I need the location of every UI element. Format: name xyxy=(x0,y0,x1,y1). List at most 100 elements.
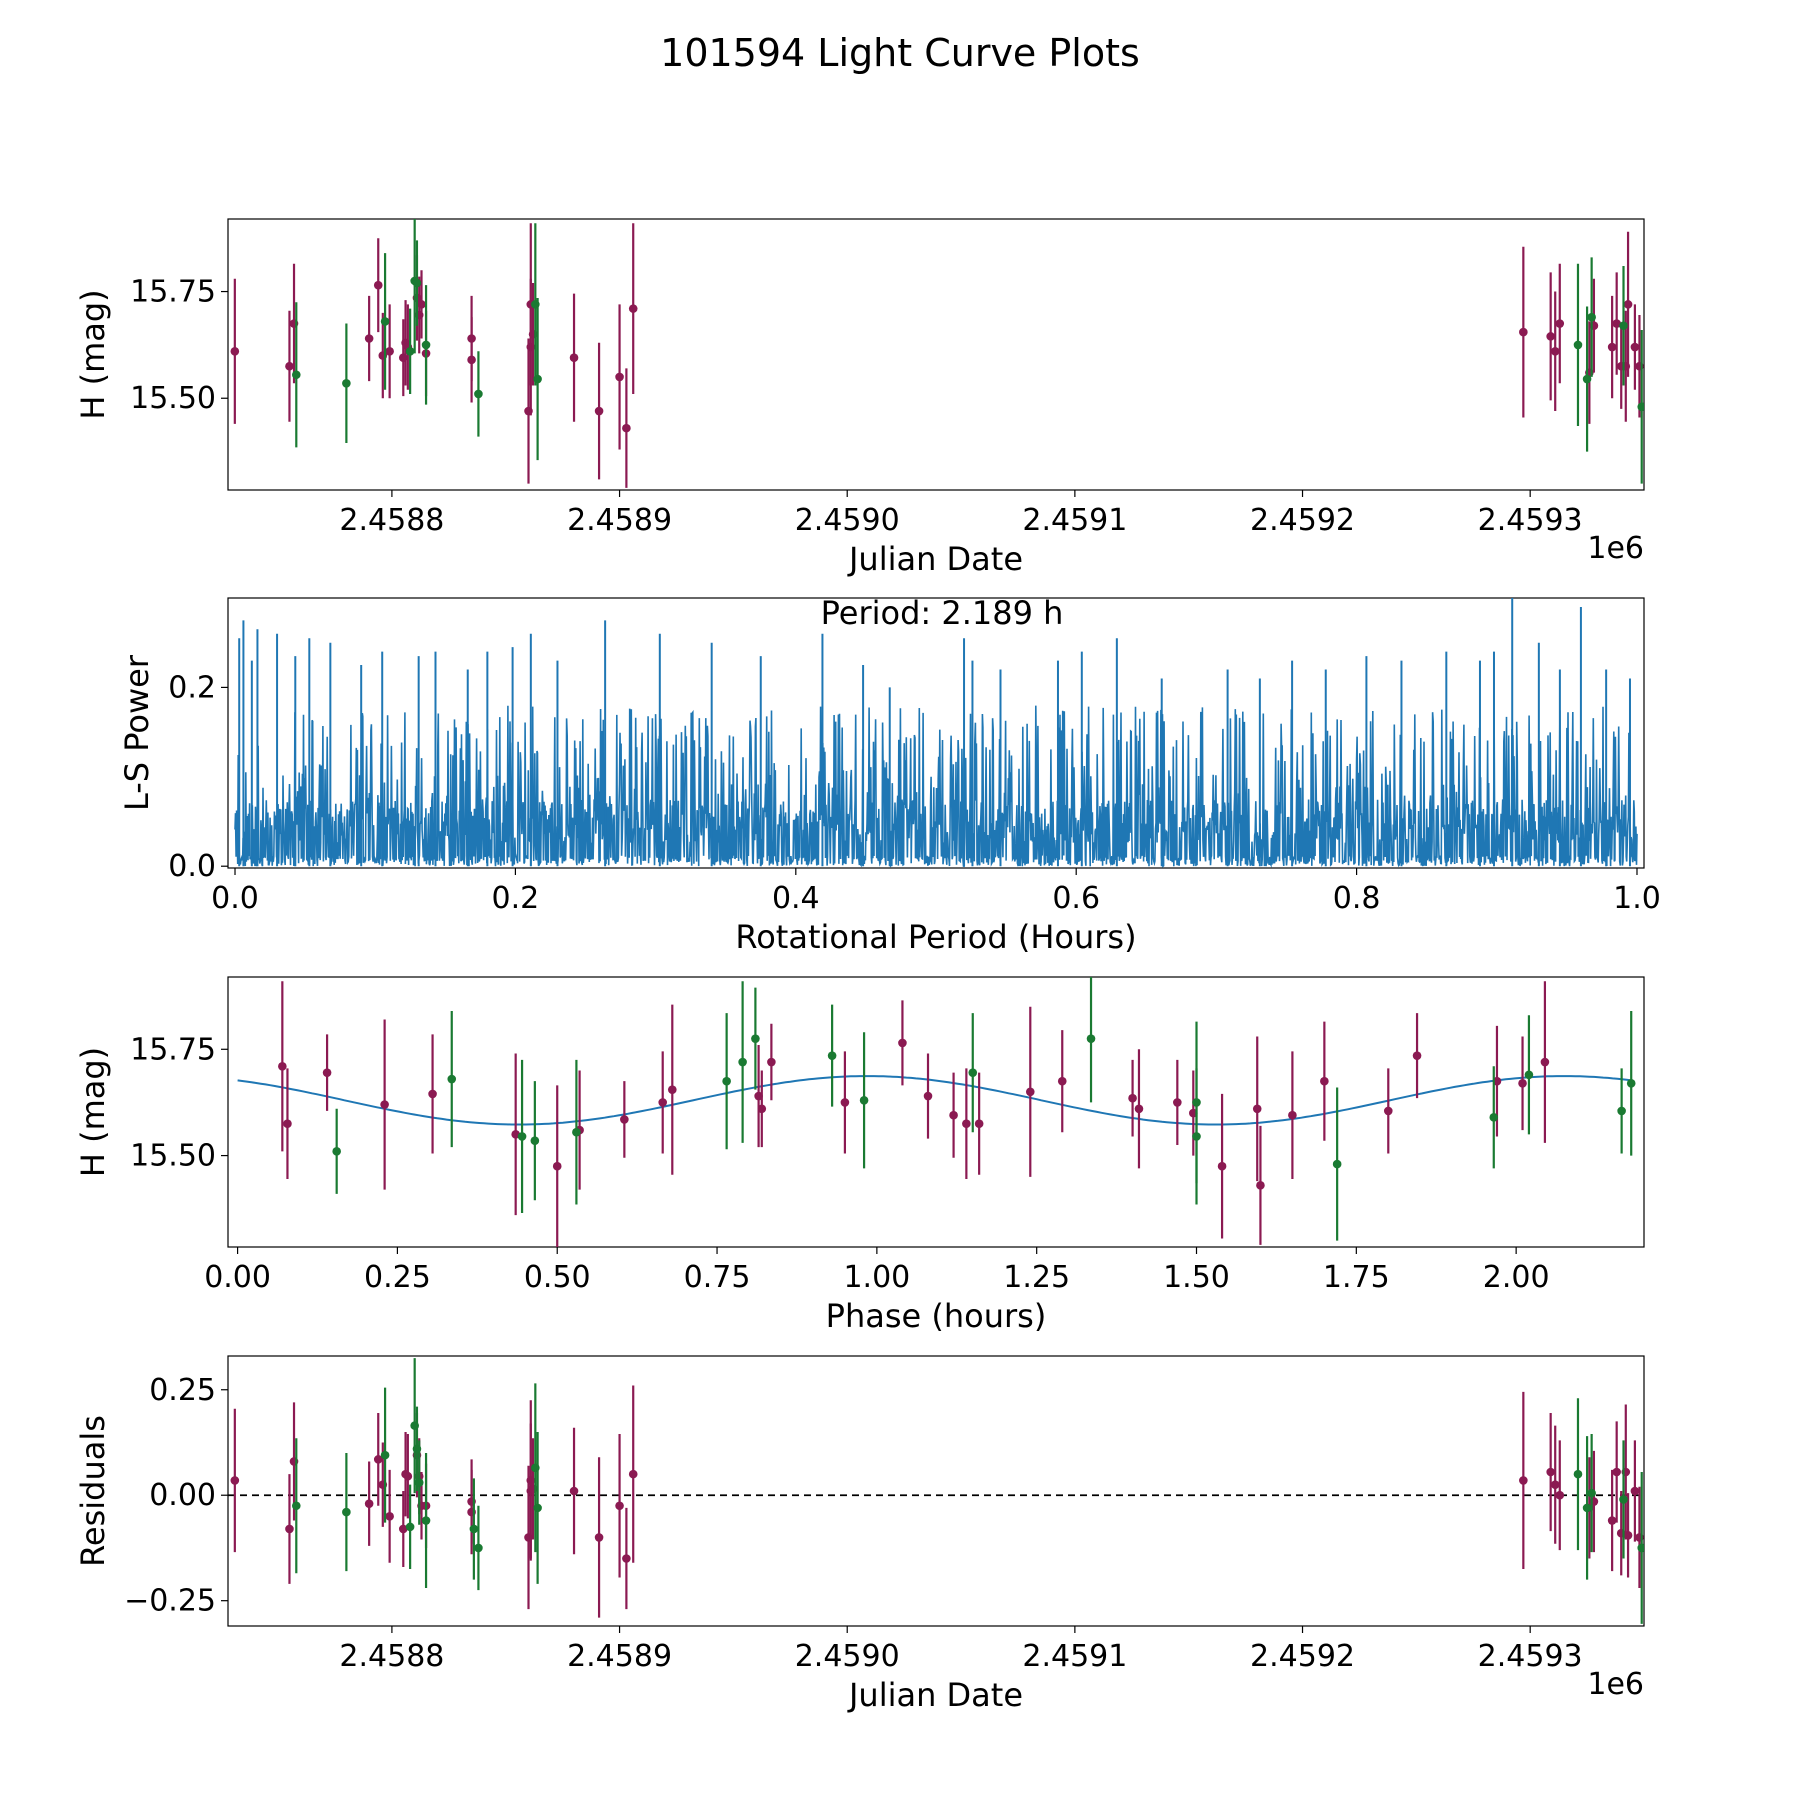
data-point xyxy=(840,1098,850,1107)
data-point xyxy=(622,423,631,433)
data-point xyxy=(1555,1490,1565,1500)
x-tick-label: 2.4593 xyxy=(1478,1639,1583,1674)
data-point xyxy=(569,353,579,363)
data-point xyxy=(1607,342,1617,352)
data-point xyxy=(285,361,294,371)
y-tick-label: 15.75 xyxy=(130,275,216,310)
data-point xyxy=(1192,1098,1201,1107)
data-point xyxy=(421,1516,431,1525)
data-point xyxy=(342,1507,351,1517)
x-tick-label: 2.4589 xyxy=(567,1639,672,1674)
data-point xyxy=(620,1115,629,1124)
x-offset-label: 1e6 xyxy=(1587,1667,1644,1702)
fit-curve xyxy=(237,1075,1632,1126)
data-point xyxy=(230,1476,240,1485)
x-tick-label: 2.4589 xyxy=(567,503,672,538)
x-tick-label: 0.2 xyxy=(492,881,540,916)
data-point xyxy=(1524,1070,1534,1080)
x-axis-label: Julian Date xyxy=(847,540,1023,578)
data-point xyxy=(1555,319,1565,328)
data-point xyxy=(1519,1476,1528,1485)
data-point xyxy=(738,1057,747,1067)
axes-frame xyxy=(227,597,1645,869)
data-points xyxy=(230,1358,1644,1624)
y-axis-label: H (mag) xyxy=(74,289,112,419)
data-point xyxy=(230,346,240,356)
data-point xyxy=(962,1119,971,1128)
y-tick-label: 0.2 xyxy=(168,670,216,705)
x-tick-label: 2.4592 xyxy=(1250,503,1355,538)
data-point xyxy=(380,1100,389,1109)
data-point xyxy=(1582,1503,1592,1513)
y-tick-label: 15.50 xyxy=(130,1139,216,1174)
data-point xyxy=(827,1051,837,1060)
data-point xyxy=(469,1524,479,1534)
data-point xyxy=(1573,1469,1583,1479)
data-point xyxy=(767,1057,776,1067)
data-point xyxy=(380,317,390,326)
data-point xyxy=(398,1524,408,1534)
data-point xyxy=(1025,1087,1035,1097)
data-point xyxy=(322,1068,332,1077)
data-point xyxy=(1587,312,1596,322)
data-point xyxy=(405,346,415,356)
data-point xyxy=(1256,1181,1265,1190)
x-tick-label: 2.00 xyxy=(1483,1260,1550,1295)
data-point xyxy=(291,1501,301,1511)
x-tick-label: 0.8 xyxy=(1333,881,1381,916)
x-tick-label: 0.00 xyxy=(204,1260,271,1295)
data-point xyxy=(385,1512,394,1521)
x-tick-label: 1.00 xyxy=(843,1260,910,1295)
data-point xyxy=(1612,319,1621,328)
y-axis-label: Residuals xyxy=(74,1415,112,1567)
x-tick-label: 2.4588 xyxy=(339,503,444,538)
data-point xyxy=(417,300,426,309)
data-point xyxy=(517,1132,527,1141)
data-point xyxy=(385,346,394,356)
figure-title: 101594 Light Curve Plots xyxy=(660,31,1140,75)
y-tick-label: 15.50 xyxy=(130,381,216,416)
x-tick-label: 1.50 xyxy=(1163,1260,1230,1295)
data-point xyxy=(552,1161,562,1171)
data-point xyxy=(467,355,476,365)
data-point xyxy=(364,334,374,343)
phase-fold-panel: 0.00 0.25 0.50 0.75 1.00 1.25 1.50 1.75 2.00 15.5… xyxy=(74,976,1645,1335)
data-point xyxy=(628,304,638,313)
x-tick-label: 0.6 xyxy=(1052,881,1100,916)
data-point xyxy=(974,1119,984,1128)
data-point xyxy=(622,1554,631,1563)
data-point xyxy=(1619,1495,1628,1504)
data-point xyxy=(1626,1078,1636,1088)
data-point xyxy=(949,1110,958,1120)
data-point xyxy=(364,1499,374,1508)
y-tick-label: 0.0 xyxy=(168,849,216,884)
data-point xyxy=(373,280,383,290)
data-point xyxy=(283,1119,292,1128)
data-point xyxy=(403,1471,413,1481)
periodogram-panel: 0.0 0.2 0.4 0.6 0.8 1.0 0.0 0.2 Rotational Perio… xyxy=(118,594,1661,956)
data-point xyxy=(1320,1076,1329,1086)
x-tick-label: 0.4 xyxy=(772,881,820,916)
data-point xyxy=(533,1503,542,1513)
data-point xyxy=(1057,1076,1067,1086)
data-point xyxy=(968,1068,978,1077)
x-tick-label: 2.4588 xyxy=(339,1639,444,1674)
data-point xyxy=(1288,1110,1297,1120)
data-point xyxy=(1630,342,1640,352)
data-point xyxy=(1617,1106,1626,1116)
data-point xyxy=(1550,346,1560,356)
x-tick-label: 0.75 xyxy=(684,1260,751,1295)
data-point xyxy=(474,1543,483,1553)
y-axis-label: L-S Power xyxy=(118,654,156,811)
y-tick-label: 0.25 xyxy=(149,1373,216,1408)
data-point xyxy=(380,1450,390,1460)
x-tick-label: 1.0 xyxy=(1613,881,1661,916)
data-point xyxy=(278,1061,287,1071)
x-tick-label: 2.4590 xyxy=(795,503,900,538)
x-tick-label: 2.4593 xyxy=(1478,503,1583,538)
data-point xyxy=(1619,321,1628,330)
data-point xyxy=(1086,1034,1096,1043)
x-offset-label: 1e6 xyxy=(1587,531,1644,566)
data-point xyxy=(373,1455,383,1464)
data-point xyxy=(1383,1106,1393,1116)
